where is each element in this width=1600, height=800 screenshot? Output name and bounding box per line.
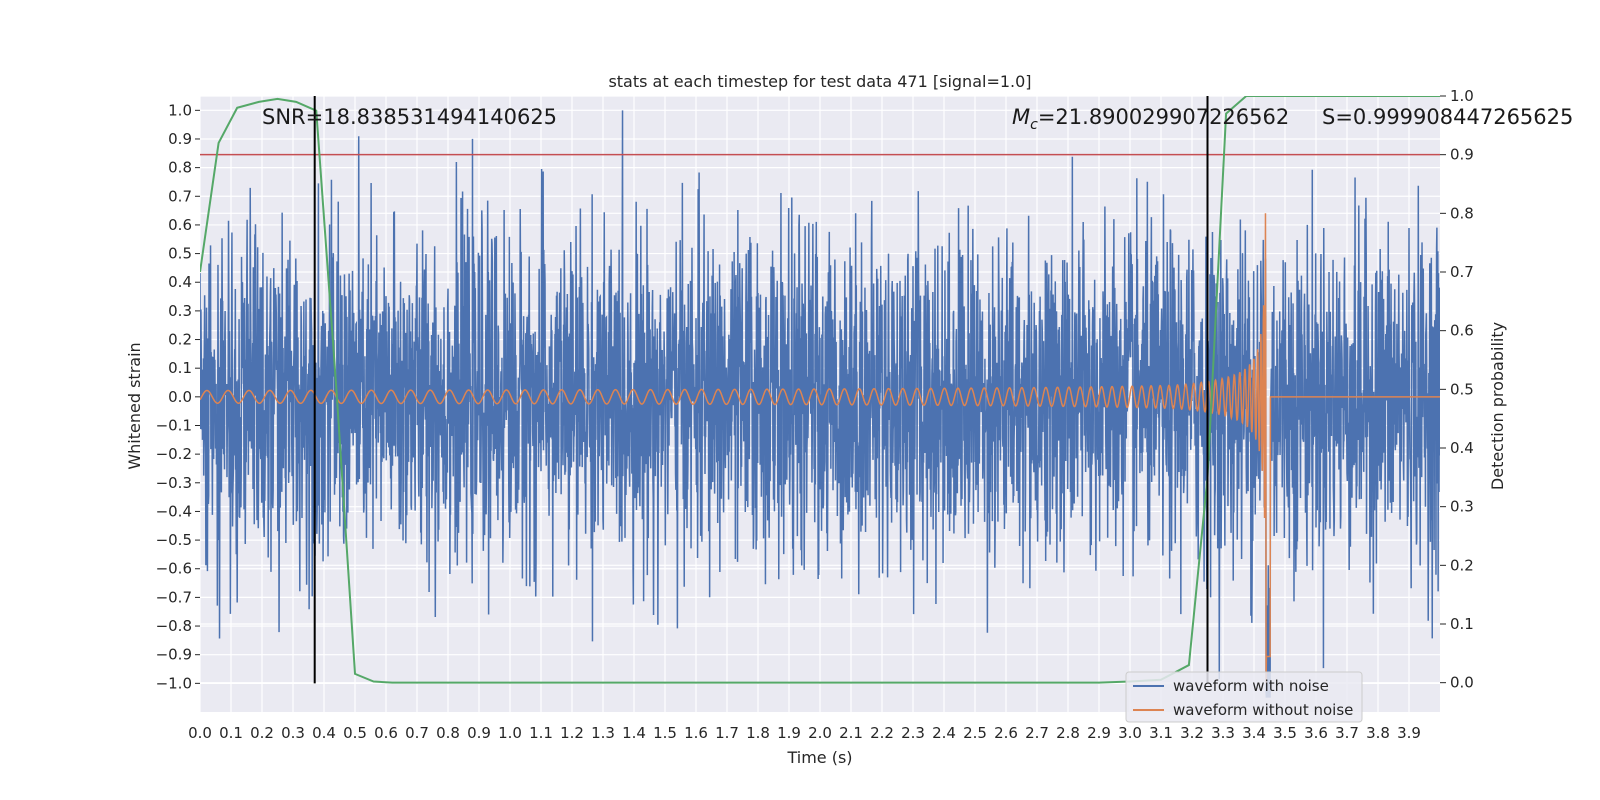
y-tick-label: −0.6: [156, 560, 192, 578]
chart-title: stats at each timestep for test data 471…: [608, 72, 1031, 91]
y-tick-label: −1.0: [156, 674, 192, 692]
chirp-mass-symbol: M: [1012, 105, 1030, 129]
x-tick-label: 0.0: [188, 724, 212, 742]
x-tick-label: 2.4: [932, 724, 956, 742]
y2-tick-label: 0.7: [1450, 263, 1474, 281]
y-tick-label: −0.7: [156, 588, 192, 606]
score-annotation: S=0.999908447265625: [1322, 105, 1573, 129]
x-tick-label: 0.4: [312, 724, 336, 742]
series-detection-probability: [200, 96, 1440, 684]
x-tick-label: 3.8: [1366, 724, 1390, 742]
legend-label-noise: waveform with noise: [1173, 677, 1329, 695]
y-tick-label: 0.0: [168, 388, 192, 406]
legend-label-clean: waveform without noise: [1173, 701, 1353, 719]
x-tick-label: 3.3: [1211, 724, 1235, 742]
y2-tick-labels: 1.0 0.9 0.8 0.7 0.6 0.5 0.4 0.3 0.2 0.1 0.0: [1440, 87, 1474, 692]
y2-tick-label: 0.2: [1450, 556, 1474, 574]
y-tick-label: −0.3: [156, 474, 192, 492]
series-waveform-without-noise: [200, 213, 1440, 684]
y-tick-label: 0.2: [168, 331, 192, 349]
x-tick-label: 1.2: [560, 724, 584, 742]
y2-tick-label: 0.8: [1450, 204, 1474, 222]
x-tick-label: 1.8: [746, 724, 770, 742]
x-tick-label: 3.4: [1242, 724, 1266, 742]
x-tick-label: 2.2: [870, 724, 894, 742]
x-tick-label: 1.6: [684, 724, 708, 742]
snr-annotation: SNR=18.838531494140625: [262, 105, 557, 129]
y-tick-label: 0.5: [168, 245, 192, 263]
x-tick-label: 0.5: [343, 724, 367, 742]
x-tick-label: 2.5: [963, 724, 987, 742]
x-tick-label: 0.6: [374, 724, 398, 742]
x-tick-label: 1.9: [777, 724, 801, 742]
x-tick-label: 3.2: [1180, 724, 1204, 742]
x-tick-label: 3.5: [1273, 724, 1297, 742]
legend-box: [1125, 671, 1363, 723]
y-tick-label: −0.4: [156, 502, 192, 520]
x-axis-label: Time (s): [786, 748, 852, 767]
y2-axis-label: Detection probability: [1488, 322, 1507, 490]
x-tick-label: 3.6: [1304, 724, 1328, 742]
x-tick-label: 1.5: [653, 724, 677, 742]
x-tick-label: 0.8: [436, 724, 460, 742]
y-tick-label: 0.3: [168, 302, 192, 320]
y-tick-label: 0.9: [168, 130, 192, 148]
y2-tick-label: 0.0: [1450, 674, 1474, 692]
y-tick-labels: 1.0 0.9 0.8 0.7 0.6 0.5 0.4 0.3 0.2 0.1 0.0 −0.1 −0.…: [156, 101, 200, 692]
x-tick-label: 2.8: [1056, 724, 1080, 742]
y2-tick-label: 0.3: [1450, 498, 1474, 516]
x-tick-label: 3.1: [1149, 724, 1173, 742]
x-tick-label: 2.0: [808, 724, 832, 742]
y-tick-label: −0.5: [156, 531, 192, 549]
chirp-mass-value: =21.890029907226562: [1038, 105, 1289, 129]
x-tick-label: 1.1: [529, 724, 553, 742]
x-tick-labels: 0.0 0.1 0.2 0.3 0.4 0.5 0.6 0.7 0.8 0.9 1.0 1.1 1.2 1…: [188, 724, 1421, 742]
x-tick-label: 1.3: [591, 724, 615, 742]
x-tick-label: 2.1: [839, 724, 863, 742]
y2-tick-label: 0.6: [1450, 322, 1474, 340]
legend: waveform with noise waveform without noi…: [1125, 671, 1363, 723]
y-tick-label: 0.6: [168, 216, 192, 234]
x-tick-label: 0.1: [219, 724, 243, 742]
y2-tick-label: 1.0: [1450, 87, 1474, 105]
chirp-mass-subscript: c: [1030, 117, 1038, 133]
x-tick-label: 0.3: [281, 724, 305, 742]
y-tick-label: 0.1: [168, 359, 192, 377]
x-tick-label: 0.2: [250, 724, 274, 742]
x-tick-label: 2.7: [1025, 724, 1049, 742]
y-tick-label: −0.8: [156, 617, 192, 635]
x-tick-label: 2.6: [994, 724, 1018, 742]
y2-tick-label: 0.4: [1450, 439, 1474, 457]
x-tick-label: 3.0: [1118, 724, 1142, 742]
x-tick-label: 1.4: [622, 724, 646, 742]
y-tick-label: 0.7: [168, 187, 192, 205]
y-axis-label: Whitened strain: [125, 342, 144, 469]
x-tick-label: 0.9: [467, 724, 491, 742]
y-tick-label: 0.8: [168, 159, 192, 177]
y-tick-label: −0.2: [156, 445, 192, 463]
y-tick-label: −0.1: [156, 416, 192, 434]
x-tick-label: 1.0: [498, 724, 522, 742]
x-tick-label: 2.9: [1087, 724, 1111, 742]
x-tick-label: 3.7: [1335, 724, 1359, 742]
y2-tick-label: 0.1: [1450, 615, 1474, 633]
y-tick-label: 0.4: [168, 273, 192, 291]
y-tick-label: −0.9: [156, 646, 192, 664]
chirp-mass-annotation: Mc=21.890029907226562: [1012, 105, 1289, 133]
y-tick-label: 1.0: [168, 101, 192, 119]
y2-tick-label: 0.9: [1450, 146, 1474, 164]
x-tick-label: 3.9: [1397, 724, 1421, 742]
x-tick-label: 1.7: [715, 724, 739, 742]
x-tick-label: 2.3: [901, 724, 925, 742]
series-waveform-with-noise: [200, 110, 1440, 698]
x-tick-label: 0.7: [405, 724, 429, 742]
y2-tick-label: 0.5: [1450, 380, 1474, 398]
